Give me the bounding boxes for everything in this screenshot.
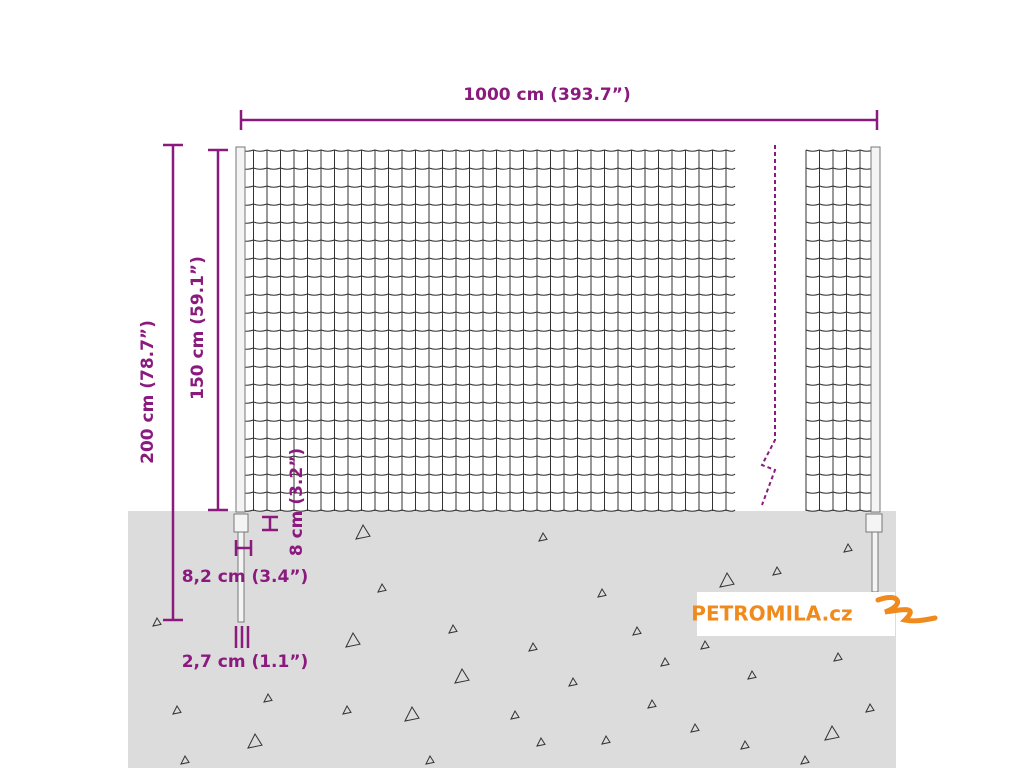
ground [128,511,896,768]
stone [700,639,710,650]
mesh-wire [239,455,736,458]
mesh-wire [805,491,879,494]
stone [538,531,548,542]
stone [180,754,190,765]
mesh-wire [805,167,879,170]
mesh-wire [239,419,736,422]
mesh-wire [239,437,736,440]
mesh-wire [239,329,736,332]
stone [536,736,546,747]
stone [152,616,162,627]
stone [377,582,387,593]
logo-box [697,592,895,636]
mesh-wire [805,221,879,224]
mesh-wire [239,383,736,386]
mesh-wire [239,149,736,152]
stone [355,523,371,540]
stone [345,631,361,648]
mesh-wire [805,473,879,476]
mesh-wire [805,383,879,386]
stone [740,739,750,750]
stone [597,587,607,598]
width-label: 1000 cm (393.7”) [463,85,630,105]
posts [233,146,883,623]
stone [247,732,263,749]
stone [454,667,470,684]
mesh-wire [239,257,736,260]
stone [865,702,875,713]
ground-stones [152,523,875,765]
plate-label: 8 cm (3.2”) [287,448,307,556]
break-line [760,145,777,506]
post-width-label: 8,2 cm (3.4”) [182,567,309,587]
dimension-lines [163,110,879,648]
mesh-wire [239,239,736,242]
mesh-wire [239,473,736,476]
stone [172,704,182,715]
stone [833,651,843,662]
stone [404,705,420,722]
mesh-wire [805,185,879,188]
mesh-wire [239,401,736,404]
mesh-wire [239,275,736,278]
mesh-wire [805,437,879,440]
stone [800,754,810,765]
stone [632,625,642,636]
logo: PETROMILA.cz [691,602,852,626]
stone [342,704,352,715]
stone [647,698,657,709]
stone [824,724,840,741]
stone [510,709,520,720]
mesh-wire [805,239,879,242]
mesh-wire [805,275,879,278]
post-diameter-label: 2,7 cm (1.1”) [182,652,309,672]
mesh-wire [239,185,736,188]
mesh-wire [805,509,879,512]
mesh-wire [239,293,736,296]
stone [448,623,458,634]
mesh-wire [805,311,879,314]
mesh-wire [239,491,736,494]
mesh-wire [239,167,736,170]
logo-swirl [875,595,938,624]
mesh-wire [805,419,879,422]
stone [719,571,735,588]
stone [568,676,578,687]
stone [601,734,611,745]
mesh-wire [805,149,879,152]
stone [425,754,435,765]
stone [690,722,700,733]
mesh-wire [805,329,879,332]
stone [843,542,853,553]
stone [528,641,538,652]
mesh-wire [805,257,879,260]
mesh-wire [239,203,736,206]
mesh-wire [239,365,736,368]
mesh-wire [805,203,879,206]
mesh-wire [239,311,736,314]
mesh-wire [805,365,879,368]
mesh-wire [805,455,879,458]
mesh-wire [805,347,879,350]
fence-mesh [239,149,879,512]
stone [747,669,757,680]
mesh-wire [239,347,736,350]
mesh-height-label: 150 cm (59.1”) [188,256,208,400]
mesh-wire [239,509,736,512]
total-height-label: 200 cm (78.7”) [138,320,158,464]
stone [772,565,782,576]
stone [660,656,670,667]
stone [263,692,273,703]
mesh-wire [239,221,736,224]
mesh-wire [805,401,879,404]
mesh-wire [805,293,879,296]
